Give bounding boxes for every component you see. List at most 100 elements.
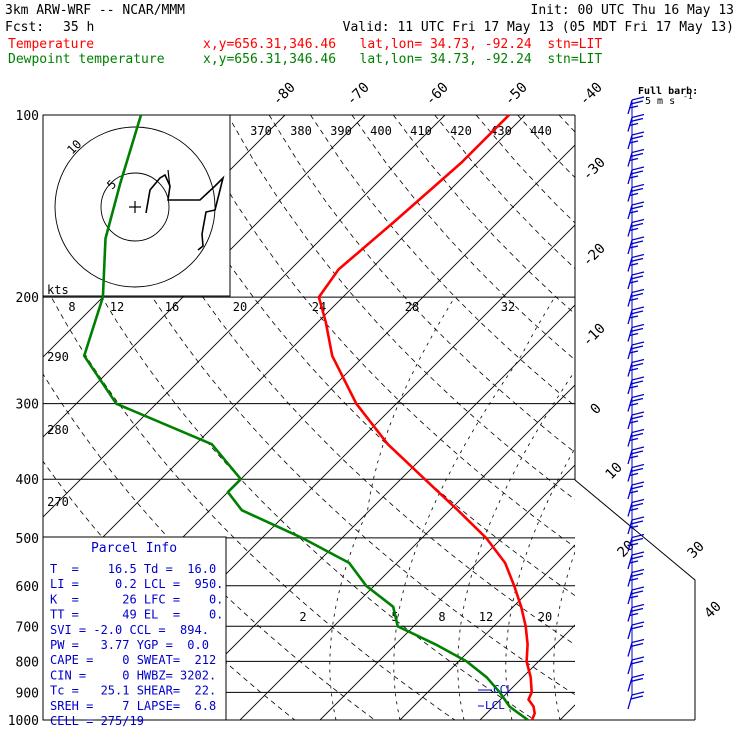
wind-barb-flag bbox=[631, 691, 645, 696]
wind-barb bbox=[627, 236, 645, 255]
wind-barb-flag bbox=[630, 152, 644, 158]
isotherm-line bbox=[559, 704, 575, 720]
parcel-info-line: CELL = 275/19 bbox=[50, 714, 144, 728]
wind-barb-flag bbox=[630, 117, 644, 123]
wind-barb-flag bbox=[631, 428, 645, 434]
wind-barb-flag bbox=[630, 520, 644, 525]
wind-barb-flag bbox=[629, 525, 639, 529]
temperature-legend-label: Temperature bbox=[8, 37, 95, 52]
wind-barb-flag bbox=[629, 245, 639, 249]
pressure-tick-label: 1000 bbox=[8, 714, 39, 729]
wind-barb-staff bbox=[627, 572, 633, 587]
dry-adiabat-line bbox=[642, 115, 740, 720]
mixing-ratio-label: 32 bbox=[501, 300, 515, 314]
wind-barb-staff bbox=[627, 467, 633, 482]
dry-adiabat-line bbox=[185, 115, 575, 548]
dry-adiabat-label: 290 bbox=[47, 350, 69, 364]
dry-adiabat-line bbox=[475, 115, 575, 224]
wind-barb-flag bbox=[630, 537, 644, 543]
wind-barb-flag bbox=[631, 271, 645, 276]
mixing-ratio-label: 16 bbox=[165, 300, 179, 314]
dewpoint-location: x,y=656.31,346.46 lat,lon= 34.73, -92.24… bbox=[203, 52, 603, 67]
theta-e-label: 390 bbox=[330, 124, 352, 138]
wind-barb-flag bbox=[630, 135, 644, 140]
dry-adiabat-line bbox=[517, 115, 575, 179]
wind-barb-flag bbox=[631, 656, 645, 661]
wind-barb-staff bbox=[627, 432, 633, 447]
wind-barb bbox=[627, 568, 645, 587]
wind-barb-flag bbox=[631, 621, 645, 626]
wind-barb-flag bbox=[629, 455, 639, 459]
isotherm-label: -20 bbox=[580, 241, 609, 270]
mixing-ratio-label: 2 bbox=[299, 610, 306, 624]
dry-adiabat-line bbox=[61, 115, 575, 696]
wind-barb-flag bbox=[631, 551, 645, 556]
wind-barb-staff bbox=[627, 449, 633, 465]
parcel-info-line: CIN = 0 HWBZ= 3202. bbox=[50, 668, 216, 682]
wind-barb-flag bbox=[629, 420, 639, 424]
wind-barb-flag bbox=[629, 595, 639, 599]
wind-barb-flag bbox=[630, 170, 644, 175]
wind-barb-flag bbox=[630, 310, 644, 315]
pressure-tick-label: 900 bbox=[16, 686, 39, 701]
wind-barb bbox=[627, 446, 645, 465]
isotherm-line bbox=[239, 384, 575, 720]
wind-barb-flag bbox=[629, 542, 639, 547]
theta-e-label: 380 bbox=[290, 124, 312, 138]
pressure-tick-label: 600 bbox=[16, 580, 39, 595]
wind-barb-staff bbox=[627, 117, 633, 132]
wind-barb-flag bbox=[629, 175, 639, 179]
wind-barb-staff bbox=[627, 152, 633, 167]
wind-barb-flag bbox=[629, 437, 639, 442]
isotherm-label: -10 bbox=[580, 321, 609, 350]
wind-barb-flag bbox=[630, 327, 644, 333]
dry-adiabat-line bbox=[600, 115, 740, 720]
dry-adiabat-line bbox=[103, 115, 575, 646]
wind-barb-staff bbox=[627, 677, 633, 692]
wind-barb-staff bbox=[627, 379, 633, 395]
wind-barb bbox=[627, 131, 645, 150]
wind-barb-flag bbox=[629, 262, 639, 267]
wind-barb-flag bbox=[629, 157, 639, 162]
wind-barb-flag bbox=[631, 446, 645, 451]
model-title: 3km ARW-WRF -- NCAR/MMM bbox=[5, 3, 186, 18]
wind-barb bbox=[627, 481, 645, 500]
wind-barb-staff bbox=[627, 344, 633, 360]
isotherm-line bbox=[720, 115, 740, 720]
wind-barb-staff bbox=[627, 624, 633, 640]
isotherm-line bbox=[640, 115, 740, 720]
wind-barb-staff bbox=[627, 134, 633, 150]
dry-adiabat-line bbox=[725, 115, 740, 720]
wind-barb-flag bbox=[631, 131, 645, 136]
wind-barb bbox=[627, 463, 645, 482]
wind-barb-flag bbox=[631, 253, 645, 259]
wind-barb-flag bbox=[629, 210, 639, 214]
wind-barb-flag bbox=[631, 603, 645, 609]
theta-e-label: 400 bbox=[370, 124, 392, 138]
wind-barb-flag bbox=[630, 222, 644, 228]
wind-barb bbox=[627, 288, 645, 307]
wind-barb bbox=[627, 341, 645, 360]
pressure-tick-label: 100 bbox=[16, 109, 39, 124]
moist-adiabat-line bbox=[393, 296, 556, 720]
forecast-label: Fcst: bbox=[5, 20, 45, 35]
wind-barb-flag bbox=[631, 113, 645, 119]
barb-legend-value: 5 m s bbox=[645, 96, 675, 107]
wind-barb bbox=[627, 166, 645, 185]
wind-barb-flag bbox=[631, 568, 645, 574]
wind-barb bbox=[627, 411, 645, 430]
wind-barb-flag bbox=[630, 275, 644, 280]
dry-adiabat-line bbox=[43, 280, 456, 720]
wind-barb bbox=[627, 586, 645, 605]
wind-barb-flag bbox=[631, 201, 645, 206]
wind-barb-staff bbox=[627, 484, 633, 500]
wind-barb-flag bbox=[631, 516, 645, 521]
hodograph-trace bbox=[145, 173, 225, 251]
wind-barb-staff bbox=[627, 292, 633, 307]
wind-barb bbox=[627, 516, 645, 535]
wind-barb bbox=[627, 393, 645, 412]
dry-adiabat-line bbox=[351, 115, 575, 361]
wind-barb bbox=[627, 183, 645, 202]
wind-barb bbox=[627, 323, 645, 342]
